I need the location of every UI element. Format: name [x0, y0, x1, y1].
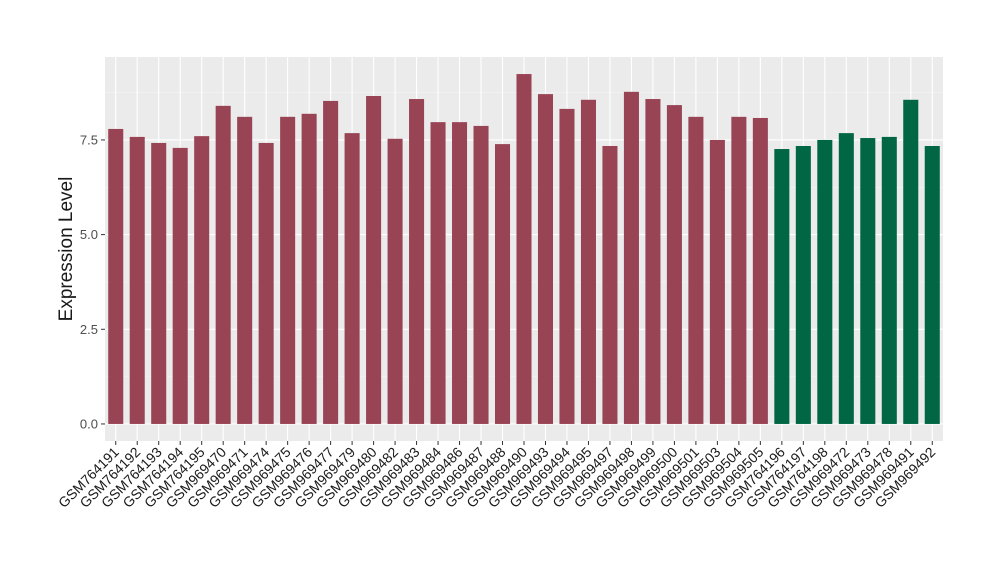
bar	[903, 99, 919, 424]
y-tick-label: 0.0	[80, 416, 98, 431]
bar	[817, 139, 833, 424]
bar	[602, 145, 618, 424]
bar	[645, 99, 661, 424]
bar	[237, 116, 253, 424]
y-tick-label: 5.0	[80, 227, 98, 242]
y-tick-label: 2.5	[80, 322, 98, 337]
bar	[129, 136, 145, 424]
bar	[430, 122, 446, 424]
bar	[258, 142, 274, 424]
bar	[387, 138, 403, 424]
bar	[301, 113, 317, 424]
bar	[194, 136, 210, 424]
bar	[666, 105, 682, 424]
bar	[838, 133, 854, 424]
bar	[494, 144, 511, 424]
bar	[323, 100, 339, 424]
bar	[559, 108, 575, 424]
bar	[537, 94, 554, 424]
bar	[623, 91, 639, 424]
bar	[280, 116, 296, 424]
bar	[688, 116, 704, 424]
bar	[108, 128, 124, 424]
bar	[172, 147, 188, 424]
bar	[473, 125, 489, 424]
bar	[151, 142, 167, 424]
bar	[366, 96, 382, 424]
bar	[752, 117, 768, 424]
bar	[774, 149, 790, 424]
bar	[731, 116, 747, 424]
y-axis-title: Expression Level	[56, 177, 77, 322]
bar	[881, 136, 897, 424]
bar	[409, 99, 425, 424]
bar	[580, 99, 596, 424]
bar	[344, 133, 360, 424]
bar	[215, 105, 231, 424]
bar	[860, 138, 876, 424]
y-tick-label: 7.5	[80, 132, 98, 147]
bar	[924, 145, 940, 424]
bar	[795, 145, 811, 424]
bar	[516, 74, 532, 424]
bar	[709, 139, 725, 424]
bar	[452, 122, 468, 424]
